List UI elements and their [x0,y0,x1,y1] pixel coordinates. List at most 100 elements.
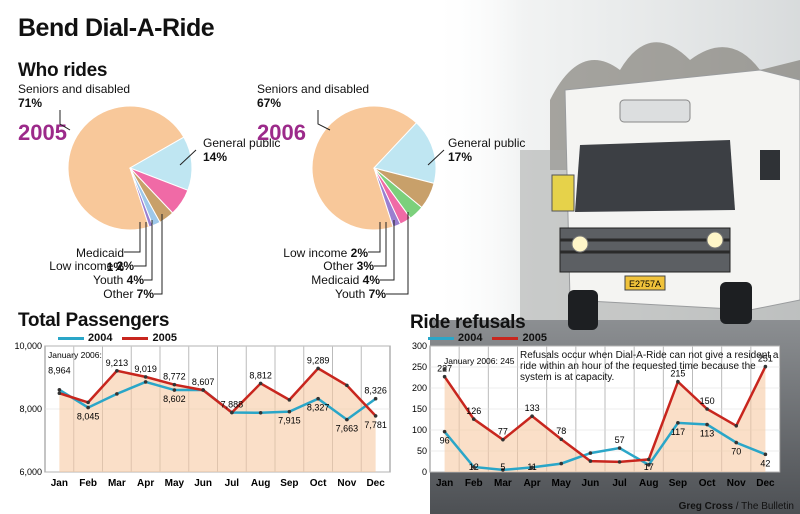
y-tick-label: 0 [422,467,427,477]
point-2005-dec [373,414,378,418]
point-2005-oct [705,407,709,411]
data-label: 7,888 [221,400,244,410]
point-2004-aug [646,463,651,467]
x-label-mar: Mar [108,478,126,489]
point-2004-mar [501,468,505,472]
x-label-oct: Oct [699,478,716,489]
x-label-nov: Nov [337,478,356,489]
data-label: 8,772 [163,372,186,382]
point-2005-oct [316,366,320,371]
infographic-title: Bend Dial-A-Ride [18,14,215,42]
data-label: 215 [670,369,685,379]
pie-2006-label-medicaid: Medicaid 4% [311,273,380,287]
point-2004-nov [734,440,739,445]
data-label: 5 [500,462,505,472]
who-rides-heading: Who rides [18,60,108,81]
point-2005-jun [201,388,205,392]
pie-2006-slice-general-public [373,122,437,185]
pie-2006-label-youth: Youth 7% [335,287,386,301]
x-label-feb: Feb [465,478,483,489]
x-label-jan: Jan [436,478,453,489]
pie-chart-2005 [67,105,193,231]
pie-2006-label-seniors: Seniors and disabled 67% [257,82,370,110]
y-tick-label: 100 [412,425,427,435]
data-label: 113 [700,429,714,439]
data-label: 7,781 [364,420,387,430]
passengers-line-chart: 10,000 8,000 6,000 Jan Feb Mar Apr May Jun Jul Aug… [14,341,391,489]
pie-2005-label-seniors: Seniors and disabled 71% [18,82,131,110]
point-2004-dec [373,396,378,401]
y-tick-label: 8,000 [19,404,42,414]
point-2005-dec [763,364,768,369]
x-label-may: May [165,478,185,489]
refusals-legend-2005-swatch [492,336,519,340]
data-label: 8,964 [48,366,71,376]
series-line-2005 [443,366,767,464]
point-2004-jun [588,451,593,455]
x-label-sep: Sep [280,478,298,489]
legend-2005-label: 2005 [152,332,177,344]
january-2006-annotation: January 2006: 245 [444,356,515,366]
january-2006-annotation: January 2006: [48,350,102,360]
refusals-legend-2005-label: 2005 [522,332,547,344]
data-label: 42 [760,458,770,468]
pie-2006-label-low-income: Low income 2% [283,246,368,260]
data-label: 251 [758,354,773,364]
point-2004-feb [471,465,476,469]
point-2005-nov [734,424,739,428]
point-2004-may [559,461,564,466]
series-line-2005 [58,366,377,417]
y-tick-label: 6,000 [19,467,42,477]
pie-chart-2006 [311,105,437,231]
x-label-jun: Jun [194,478,212,489]
plate-text: E2757A [629,279,661,289]
pie-2005-slice-seniors-and-disabled [67,105,185,231]
data-label: 77 [498,427,508,437]
y-tick-label: 200 [412,383,427,393]
data-label: 9,213 [106,358,129,368]
x-label-apr: Apr [523,478,540,489]
data-label: 12 [469,462,479,472]
passengers-legend: 2004 2005 [58,332,177,344]
point-2004-sep [676,421,680,425]
refusals-legend-2004-label: 2004 [458,332,483,344]
x-label-jan: Jan [51,478,68,489]
pie-2006-year: 2006 [257,120,306,145]
x-label-dec: Dec [756,478,775,489]
data-label: 8,602 [163,394,186,404]
point-2004-nov [345,417,349,422]
point-2004-aug [258,410,263,415]
point-2004-feb [86,405,90,410]
refusals-line-chart: 300 250 200 150 100 50 0 Jan Feb Mar Apr May Jun Jul A… [412,341,781,489]
refusals-note: Refusals occur when Dial-A-Ride can not … [520,350,779,383]
data-label: 11 [527,462,536,472]
pie-2005-label-youth: Youth 4% [93,273,144,287]
x-label-aug: Aug [639,478,658,489]
pie-2005-label-general: General public 14% [203,136,281,164]
pie-2005-slice-medicaid [129,167,154,228]
point-2004-jul [617,446,622,450]
data-label: 150 [700,396,715,406]
photo-credit: Greg Cross / The Bulletin [678,501,794,512]
data-label: 126 [466,406,481,416]
legend-2004-swatch [58,336,84,340]
x-label-dec: Dec [366,478,385,489]
point-2004-jan [57,387,62,392]
y-tick-label: 300 [412,341,427,351]
data-label: 9,289 [307,355,330,365]
pie-2005-label-medicaid: Medicaid 1% [75,246,124,274]
x-label-aug: Aug [251,478,270,489]
data-label: 57 [615,435,625,445]
data-label: 78 [556,426,566,436]
point-2004-apr [143,380,148,384]
x-label-apr: Apr [137,478,154,489]
pie-2006-slice-seniors-and-disabled [311,105,418,231]
data-label: 8,812 [249,370,272,380]
data-label: 96 [440,436,450,446]
y-tick-label: 150 [412,404,427,414]
point-2004-oct [705,422,709,427]
point-2005-jun [588,459,593,463]
y-tick-label: 250 [412,362,427,372]
point-2004-dec [763,452,768,457]
data-label: 133 [525,403,540,413]
